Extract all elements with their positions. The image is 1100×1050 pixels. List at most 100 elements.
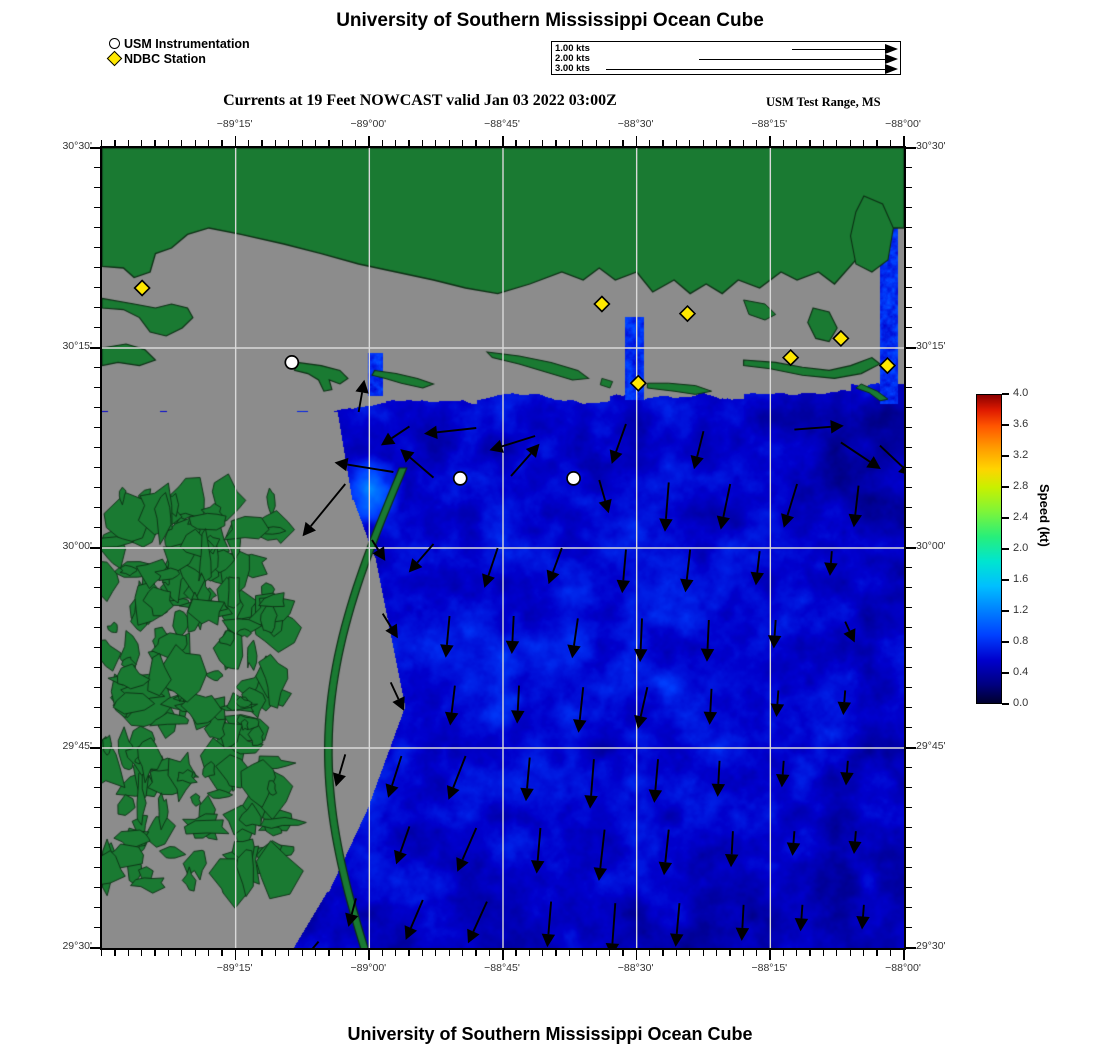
- tick-lon-bottom: [408, 950, 410, 956]
- tick-lon-bottom: [515, 950, 517, 956]
- legend-item-usm: USM Instrumentation: [108, 36, 250, 51]
- current-vector: [659, 482, 673, 532]
- current-vector: [716, 483, 732, 530]
- lon-tick-label-bottom: −89°15': [216, 962, 253, 974]
- ndbc-station-marker[interactable]: [878, 356, 897, 375]
- lon-tick-label-top: −89°15': [216, 118, 253, 130]
- tick-lat-right: [906, 607, 912, 609]
- tick-lon-bottom: [141, 950, 143, 956]
- colorbar-tick: [1002, 703, 1009, 705]
- current-vector: [510, 443, 540, 477]
- tick-lon-bottom: [127, 950, 130, 956]
- lon-tick-label-bottom: −88°15': [751, 962, 788, 974]
- current-vector: [334, 457, 394, 473]
- tick-lat-right: [906, 747, 916, 749]
- scale-row-2: 2.00 kts: [552, 53, 900, 65]
- tick-lat-right: [906, 907, 912, 909]
- ndbc-station-marker[interactable]: [133, 279, 151, 297]
- colorbar-tick: [1002, 424, 1009, 426]
- current-vector: [546, 547, 563, 585]
- lat-tick-label-right: 30°30': [916, 140, 946, 152]
- current-vector: [794, 420, 844, 434]
- current-vector: [724, 831, 739, 868]
- tick-lat-right: [906, 947, 916, 949]
- current-vector: [573, 687, 587, 733]
- tick-lon-bottom: [809, 950, 811, 956]
- tick-lon-bottom: [702, 950, 704, 956]
- legend-label-usm: USM Instrumentation: [124, 36, 250, 51]
- current-vector: [394, 826, 411, 865]
- tick-lat-right: [906, 287, 912, 289]
- current-vector: [371, 539, 386, 561]
- colorbar-tick: [1002, 455, 1009, 457]
- lon-tick-label-top: −88°00': [885, 118, 921, 130]
- circle-marker-icon: [108, 38, 121, 49]
- tick-lon-bottom: [395, 950, 397, 956]
- legend-label-ndbc: NDBC Station: [124, 51, 206, 66]
- usm-instrumentation-marker[interactable]: [452, 471, 468, 486]
- diamond-marker-icon: [106, 50, 123, 67]
- colorbar-tick-label: 0.8: [1013, 635, 1029, 647]
- tick-lon-bottom: [729, 950, 731, 956]
- current-vector: [311, 940, 320, 948]
- lat-tick-label-right: 30°00': [916, 540, 946, 552]
- current-vector: [598, 479, 612, 514]
- colorbar-tick-label: 0.0: [1013, 697, 1029, 709]
- ndbc-station-marker[interactable]: [593, 295, 611, 313]
- tick-lat-right: [906, 547, 916, 549]
- tick-lat-right: [906, 827, 912, 829]
- tick-lon-top: [903, 136, 905, 146]
- colorbar-tick: [1002, 393, 1009, 395]
- tick-lat-right: [906, 387, 912, 389]
- tick-lat-left: [90, 147, 100, 149]
- tick-lat-right: [906, 647, 912, 649]
- lat-tick-label-right: 30°15': [916, 340, 946, 352]
- current-vector: [648, 759, 663, 803]
- current-vector: [609, 423, 627, 464]
- tick-lon-bottom: [622, 950, 624, 956]
- scale-row-3: 3.00 kts: [552, 63, 900, 75]
- current-vector: [505, 615, 520, 654]
- tick-lat-right: [906, 787, 912, 789]
- current-vector: [824, 551, 838, 576]
- tick-lat-right: [906, 507, 912, 509]
- current-vector: [440, 615, 454, 658]
- lat-tick-label-left: 30°30': [62, 140, 92, 152]
- current-vector: [424, 425, 477, 440]
- colorbar-tick: [1002, 486, 1009, 488]
- map-overlay: [102, 148, 904, 948]
- usm-instrumentation-marker[interactable]: [566, 471, 581, 486]
- lon-tick-label-top: −88°30': [617, 118, 654, 130]
- map-plot-area[interactable]: [100, 146, 906, 950]
- tick-lon-top: [234, 136, 237, 146]
- current-vector: [775, 760, 790, 788]
- tick-lon-bottom: [274, 950, 277, 956]
- tick-lat-right: [906, 447, 912, 449]
- ndbc-station-marker[interactable]: [678, 304, 697, 323]
- region-label: USM Test Range, MS: [766, 95, 881, 109]
- ndbc-station-marker[interactable]: [832, 329, 850, 348]
- tick-lon-bottom: [662, 950, 664, 956]
- tick-lon-bottom: [475, 950, 477, 956]
- tick-lon-bottom: [234, 950, 237, 960]
- tick-lon-bottom: [742, 950, 744, 956]
- tick-lat-right: [906, 207, 912, 209]
- tick-lon-bottom: [354, 950, 357, 956]
- lat-tick-label-left: 29°30': [62, 940, 92, 952]
- colorbar-tick-label: 3.2: [1013, 449, 1029, 461]
- ndbc-station-marker[interactable]: [782, 348, 800, 367]
- colorbar-tick-label: 4.0: [1013, 387, 1029, 399]
- current-vector: [385, 755, 403, 798]
- current-vector: [767, 619, 782, 649]
- current-vector: [446, 755, 467, 800]
- usm-instrumentation-marker[interactable]: [284, 355, 300, 370]
- ndbc-station-marker[interactable]: [629, 374, 647, 392]
- legend-item-ndbc: NDBC Station: [106, 50, 250, 67]
- current-vector: [593, 829, 608, 881]
- tick-lat-right: [906, 707, 912, 709]
- colorbar-tick-label: 0.4: [1013, 666, 1029, 678]
- tick-lon-bottom: [862, 950, 865, 956]
- current-vector: [302, 483, 347, 537]
- tick-lon-bottom: [207, 950, 210, 956]
- tick-lon-bottom: [528, 950, 531, 956]
